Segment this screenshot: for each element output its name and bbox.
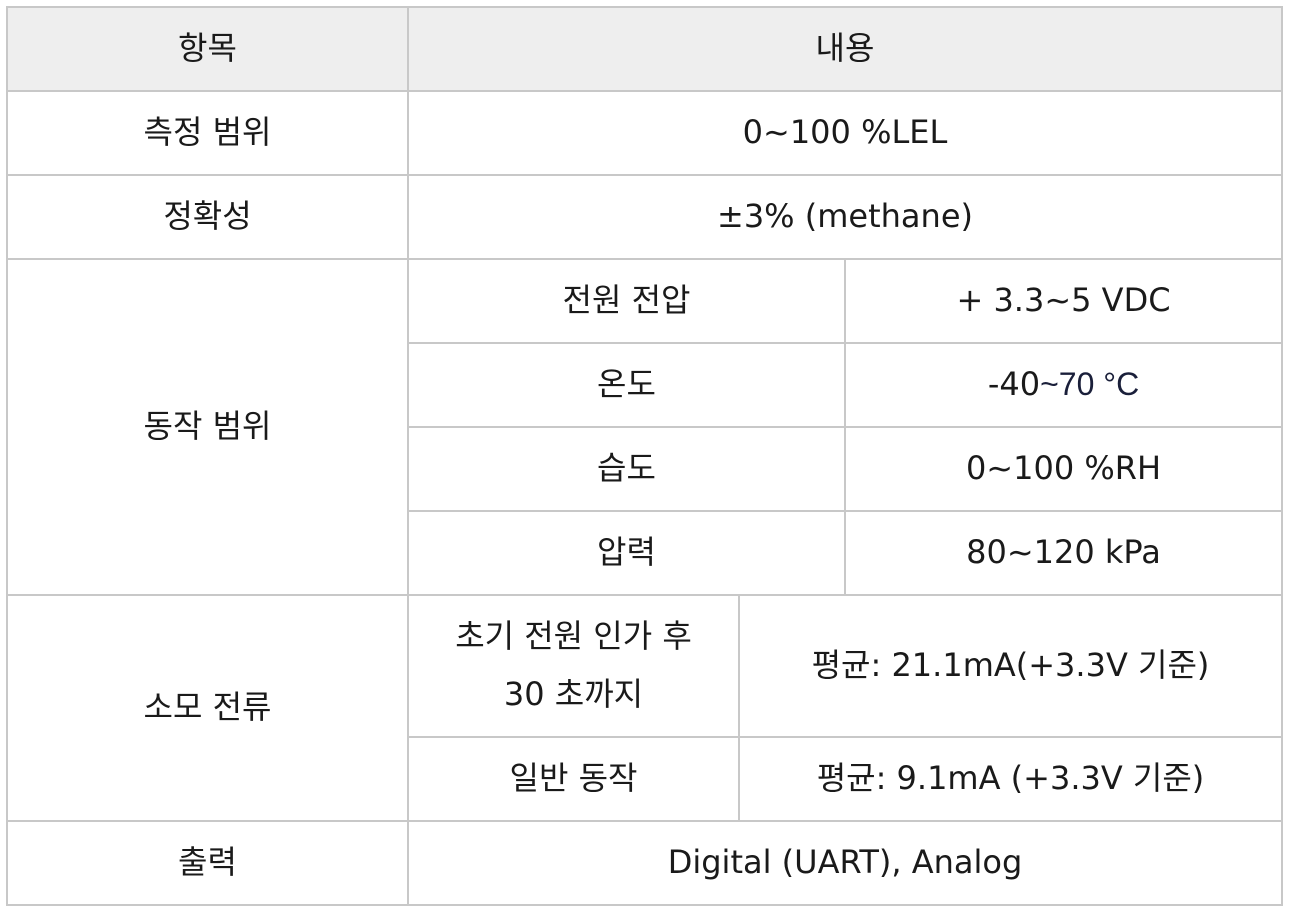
output-value: Digital (UART), Analog xyxy=(407,820,1283,906)
row-supply-voltage: 동작 범위 전원 전압 + 3.3~5 VDC xyxy=(6,258,1283,596)
measurement-range-label: 측정 범위 xyxy=(6,90,409,176)
temperature-value: -40~70 °C xyxy=(844,342,1283,428)
accuracy-label: 정확성 xyxy=(6,174,409,260)
current-normal-value: 평균: 9.1mA (+3.3V 기준) xyxy=(738,736,1283,822)
row-accuracy: 정확성 ±3% (methane) xyxy=(6,174,1283,260)
row-current-normal: 일반 동작 평균: 9.1mA (+3.3V 기준) xyxy=(7,736,1283,822)
row-humidity: 습도 0~100 %RH xyxy=(7,426,1283,512)
row-current-initial: 소모 전류 초기 전원 인가 후 30 초까지 평균: 21.1mA(+3.3V … xyxy=(6,594,1283,822)
header-row: 항목 내용 xyxy=(6,6,1283,92)
temperature-label: 온도 xyxy=(407,342,846,428)
temperature-value-prefix: -40 xyxy=(987,365,1041,404)
accuracy-value: ±3% (methane) xyxy=(407,174,1283,260)
supply-voltage-label: 전원 전압 xyxy=(407,258,846,344)
operating-range-label: 동작 범위 xyxy=(6,258,409,596)
row-temperature: 온도 -40~70 °C xyxy=(7,342,1283,428)
measurement-range-value: 0~100 %LEL xyxy=(407,90,1283,176)
current-normal-label: 일반 동작 xyxy=(407,736,740,822)
humidity-value: 0~100 %RH xyxy=(844,426,1283,512)
header-item: 항목 xyxy=(6,6,409,92)
current-initial-label: 초기 전원 인가 후 30 초까지 xyxy=(407,594,740,738)
pressure-label: 압력 xyxy=(407,510,846,596)
header-content: 내용 xyxy=(407,6,1283,92)
output-label: 출력 xyxy=(6,820,409,906)
row-output: 출력 Digital (UART), Analog xyxy=(6,820,1283,906)
row-measurement-range: 측정 범위 0~100 %LEL xyxy=(6,90,1283,176)
row-pressure: 압력 80~120 kPa xyxy=(7,510,1283,596)
pressure-value: 80~120 kPa xyxy=(844,510,1283,596)
supply-voltage-value: + 3.3~5 VDC xyxy=(844,258,1283,344)
current-consumption-label: 소모 전류 xyxy=(6,594,409,822)
current-initial-label-line2: 30 초까지 xyxy=(503,675,644,713)
current-initial-value: 평균: 21.1mA(+3.3V 기준) xyxy=(738,594,1283,738)
spec-table: 항목 내용 측정 범위 0~100 %LEL 정확성 ±3% (methane)… xyxy=(6,6,1283,906)
humidity-label: 습도 xyxy=(407,426,846,512)
current-initial-label-line1: 초기 전원 인가 후 xyxy=(455,617,692,656)
temperature-value-suffix: ~70 °C xyxy=(1040,366,1140,403)
